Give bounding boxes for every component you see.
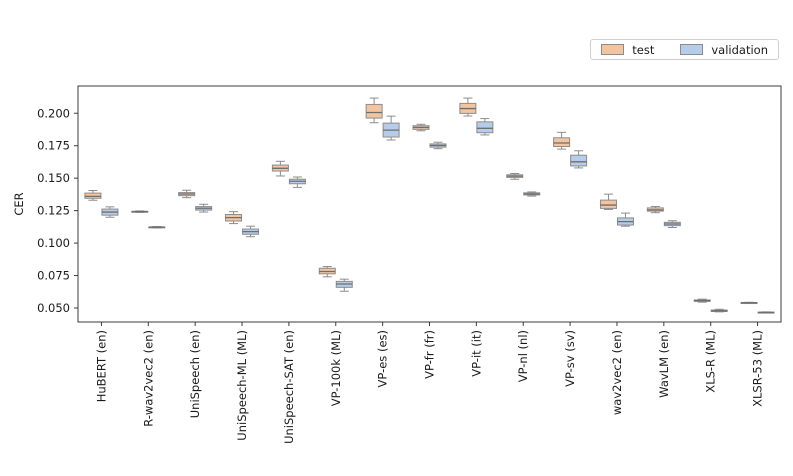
box-validation-8 <box>476 121 494 134</box>
y-tick-label: 0.175 <box>37 139 70 153</box>
x-tick-label: UniSpeech-SAT (en) <box>282 330 296 444</box>
y-tick-label: 0.125 <box>37 204 70 218</box>
x-tick-label: VP-100k (ML) <box>329 330 343 406</box>
x-tick-label: VP-es (es) <box>376 330 390 387</box>
y-tick-label: 0.100 <box>37 236 70 250</box>
x-tick-label: XLS-R (ML) <box>704 330 718 393</box>
legend-item-test: test <box>601 43 654 57</box>
y-axis-label: CER <box>12 192 26 216</box>
x-tick-label: UniSpeech (en) <box>188 330 202 418</box>
x-tick-label: XLSR-53 (ML) <box>751 330 765 407</box>
y-tick-label: 0.200 <box>37 106 70 120</box>
box-test-11 <box>599 199 617 209</box>
legend-label-test: test <box>632 42 655 57</box>
plot-border <box>77 85 782 323</box>
x-tick-label: VP-sv (sv) <box>563 330 577 387</box>
y-tick-label: 0.075 <box>37 269 70 283</box>
x-tick-label: VP-nl (nl) <box>516 330 530 382</box>
legend-item-validation: validation <box>680 43 768 57</box>
legend-swatch-test-icon <box>601 44 625 55</box>
x-tick-label: WavLM (en) <box>657 330 671 398</box>
x-tick-label: HuBERT (en) <box>94 330 108 402</box>
legend-swatch-validation-icon <box>680 44 704 55</box>
y-tick-label: 0.150 <box>37 171 70 185</box>
x-tick-label: VP-it (it) <box>469 330 483 377</box>
x-tick-label: R-wav2vec2 (en) <box>141 330 155 427</box>
box-test-6 <box>365 103 383 119</box>
y-tick-label: 0.050 <box>37 301 70 315</box>
legend: test validation <box>590 39 779 60</box>
x-tick-label: VP-fr (fr) <box>423 330 437 379</box>
box-validation-10 <box>570 154 588 167</box>
x-tick-label: wav2vec2 (en) <box>610 330 624 415</box>
box-test-10 <box>553 137 571 147</box>
legend-label-validation: validation <box>711 42 768 57</box>
x-tick-label: UniSpeech-ML (ML) <box>235 330 249 441</box>
